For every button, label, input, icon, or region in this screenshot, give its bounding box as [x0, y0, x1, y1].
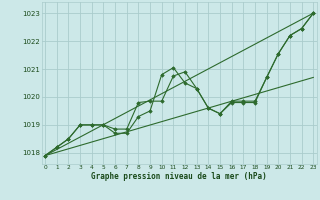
X-axis label: Graphe pression niveau de la mer (hPa): Graphe pression niveau de la mer (hPa) [91, 172, 267, 181]
